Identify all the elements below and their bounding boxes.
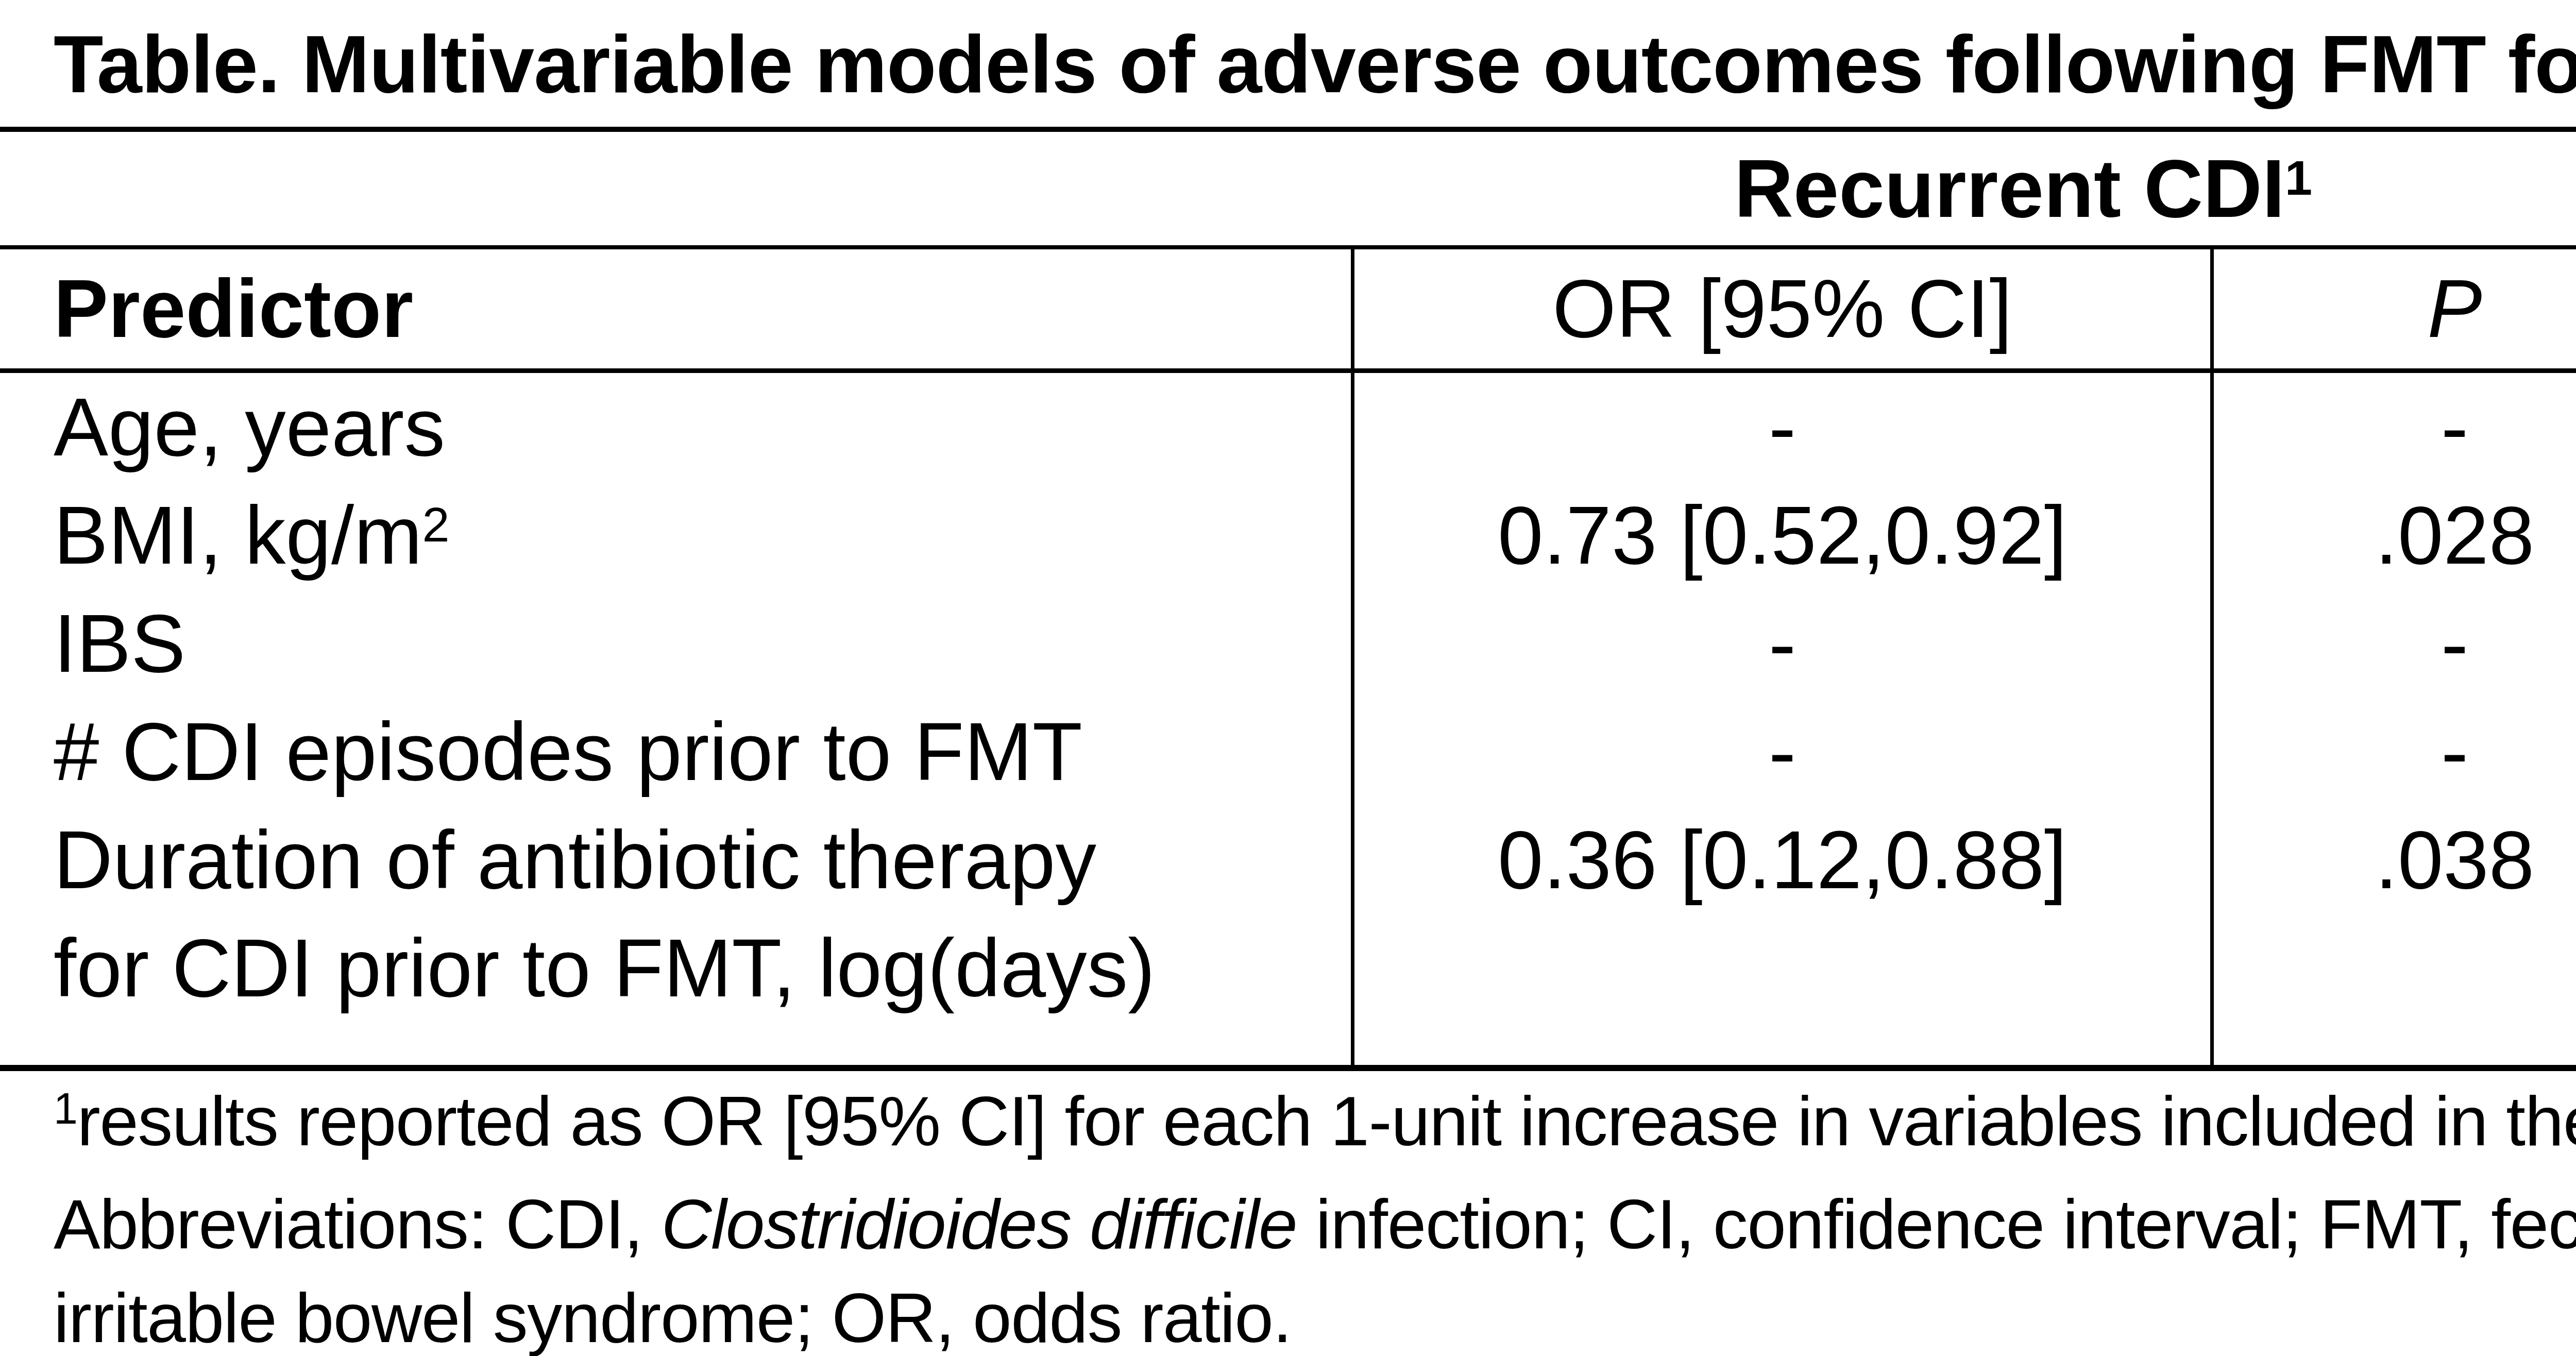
recurrent-p-cell: - [2210, 698, 2576, 806]
footnote-text: results reported as OR [95% CI] for each… [77, 1082, 2576, 1160]
table-row-antibiotic-duration: Duration of antibiotic therapy for CDI p… [0, 806, 2576, 1065]
species-name-italic: Clostridioides difficile [661, 1185, 1297, 1263]
recurrent-or-cell: 0.36 [0.12,0.88] [1351, 806, 2210, 1065]
column-group-header-row: Recurrent CDI1 Persistent diarrhea1 [0, 132, 2576, 245]
predictor-line-2: for CDI prior to FMT, log(days) [54, 914, 1351, 1022]
column-header-recurrent-p: P [2210, 249, 2576, 368]
group-header-recurrent-cdi-label: Recurrent CDI [1734, 143, 2285, 234]
page: Table. Multivariable models of adverse o… [0, 0, 2576, 1356]
footnote-line-1: 1results reported as OR [95% CI] for eac… [54, 1074, 2576, 1177]
footnote-line-3: irritable bowel syndrome; OR, odds ratio… [54, 1271, 2576, 1356]
recurrent-or-cell: - [1351, 373, 2210, 481]
footnote-text: infection; CI, confidence interval; FMT,… [1297, 1185, 2576, 1263]
predictor-cell: Age, years [0, 373, 1351, 481]
predictor-line-1: Duration of antibiotic therapy [54, 806, 1351, 914]
table-top-border [0, 127, 2576, 132]
footnote-line-2: Abbreviations: CDI, Clostridioides diffi… [54, 1177, 2576, 1271]
predictor-cell: # CDI episodes prior to FMT [0, 698, 1351, 806]
recurrent-or-cell: - [1351, 698, 2210, 806]
column-header-underline [0, 368, 2576, 373]
recurrent-p-cell: - [2210, 373, 2576, 481]
column-header-recurrent-or-ci: OR [95% CI] [1351, 249, 2210, 368]
footnote-marker: 1 [54, 1084, 77, 1133]
predictor-cell: Duration of antibiotic therapy for CDI p… [0, 806, 1351, 1065]
recurrent-p-cell: - [2210, 589, 2576, 698]
table-row-age: Age, years - - 0.98 [0.95,1.01] .185 [0, 373, 2576, 481]
data-table: Recurrent CDI1 Persistent diarrhea1 Pred… [0, 127, 2576, 1071]
recurrent-or-cell: 0.73 [0.52,0.92] [1351, 481, 2210, 589]
table-bottom-border [0, 1065, 2576, 1071]
predictor-label: BMI, kg/m [54, 489, 422, 581]
recurrent-p-cell: .028 [2210, 481, 2576, 589]
predictor-cell: BMI, kg/m2 [0, 481, 1351, 589]
superscript: 2 [422, 497, 450, 552]
column-header-row: Predictor OR [95% CI] P OR [95% CI] P [0, 249, 2576, 368]
group-header-recurrent-cdi: Recurrent CDI1 [1351, 132, 2576, 245]
recurrent-or-cell: - [1351, 589, 2210, 698]
group-header-spacer [0, 132, 1351, 245]
group-header-underline [0, 245, 2576, 249]
predictor-cell: IBS [0, 589, 1351, 698]
footnotes: 1results reported as OR [95% CI] for eac… [54, 1074, 2576, 1356]
table-row-ibs: IBS - - 6.16 [1.39,34.2] .022 [0, 589, 2576, 698]
table-row-bmi: BMI, kg/m2 0.73 [0.52,0.92] .028 - - [0, 481, 2576, 589]
table-title: Table. Multivariable models of adverse o… [54, 0, 2576, 117]
footnote-marker: 1 [2285, 150, 2312, 205]
table-row-cdi-episodes: # CDI episodes prior to FMT - - 0.68 [0.… [0, 698, 2576, 806]
footnote-text: Abbreviations: CDI, [54, 1185, 661, 1263]
column-header-predictor: Predictor [0, 249, 1351, 368]
recurrent-p-cell: .038 [2210, 806, 2576, 1065]
